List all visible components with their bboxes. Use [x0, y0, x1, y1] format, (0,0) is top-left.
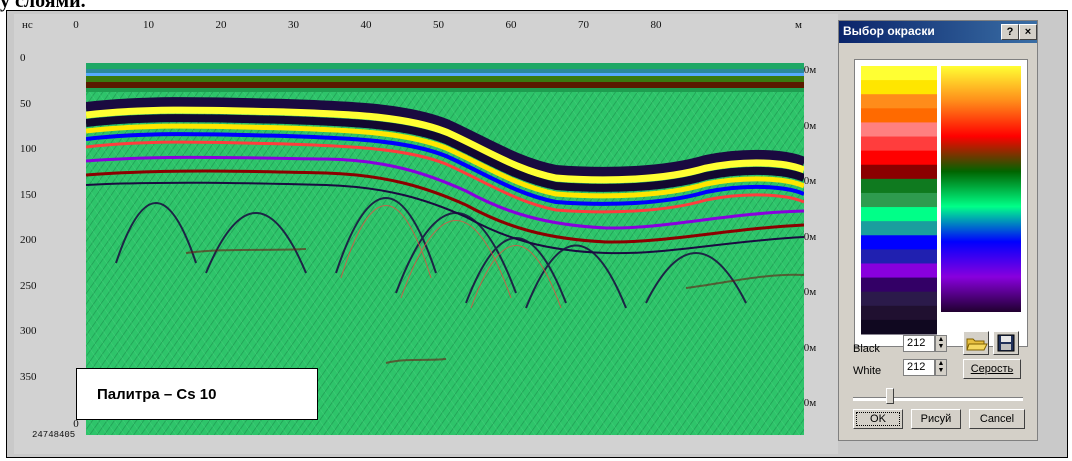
top-tick-label: 60 — [505, 19, 517, 31]
palette-caption: Палитра – Cs 10 — [76, 368, 318, 420]
white-label: White — [853, 365, 882, 377]
top-tick-label: 70 — [578, 19, 589, 31]
top-tick-label: 0 — [73, 19, 79, 31]
dialog-title: Выбор окраски — [843, 24, 935, 38]
folder-open-icon — [966, 338, 988, 351]
palette-swatch[interactable] — [861, 277, 937, 293]
black-spinner[interactable]: ▲ ▼ — [935, 335, 947, 352]
radargram-image — [86, 63, 804, 435]
save-button[interactable] — [993, 331, 1019, 355]
color-dialog: Выбор окраски ? × Black 212 ▲ ▼ White 212… — [838, 20, 1038, 441]
palette-gradient — [941, 66, 1021, 312]
serial-number: 24748405 — [32, 430, 76, 440]
help-button[interactable]: ? — [1001, 24, 1019, 40]
draw-button[interactable]: Рисуй — [911, 409, 961, 429]
open-folder-button[interactable] — [963, 331, 989, 355]
left-tick-label: 0 — [20, 52, 26, 64]
left-tick-label: 200 — [20, 234, 37, 246]
palette-swatch[interactable] — [861, 263, 937, 279]
palette-swatch[interactable] — [861, 164, 937, 180]
radargram-viewer: нс м 0 10 20 30 40 50 60 70 80 0 50 100 150 200 250 30… — [14, 14, 838, 454]
top-tick-label: 30 — [288, 19, 299, 31]
palette-swatch[interactable] — [861, 178, 937, 194]
palette-swatch[interactable] — [861, 94, 937, 109]
left-tick-label: 100 — [20, 143, 37, 155]
close-button[interactable]: × — [1019, 24, 1037, 40]
left-tick-label: 300 — [20, 325, 37, 337]
white-spinner[interactable]: ▲ ▼ — [935, 359, 947, 376]
top-tick-label: 80 — [650, 19, 662, 31]
floppy-disk-icon — [997, 334, 1015, 352]
ok-button[interactable]: OK — [853, 409, 903, 429]
top-tick-label: 40 — [360, 19, 372, 31]
x-unit-label: м — [795, 19, 802, 31]
left-tick-label: 250 — [20, 279, 37, 292]
top-tick-label: 10 — [143, 19, 154, 31]
white-input[interactable]: 212 — [903, 359, 935, 376]
slider-thumb[interactable] — [886, 388, 895, 404]
palette-swatches[interactable] — [855, 60, 1027, 346]
palette-swatch[interactable] — [861, 235, 937, 250]
palette-swatch[interactable] — [861, 249, 937, 264]
top-tick-label: 50 — [433, 19, 444, 31]
palette-swatch[interactable] — [861, 108, 937, 123]
dialog-titlebar[interactable]: Выбор окраски ? × — [839, 21, 1037, 43]
palette-swatch[interactable] — [861, 150, 937, 166]
palette-swatch[interactable] — [861, 291, 937, 307]
y-unit-label: нс — [22, 19, 33, 31]
left-tick-label: 350 — [20, 370, 37, 383]
page-top-text: у слоями. — [0, 0, 86, 12]
palette-swatch[interactable] — [861, 66, 937, 81]
slider-track[interactable] — [853, 397, 1023, 401]
palette-swatch[interactable] — [861, 136, 937, 152]
palette-swatch[interactable] — [861, 80, 937, 95]
black-input[interactable]: 212 — [903, 335, 935, 352]
palette-swatch[interactable] — [861, 319, 937, 335]
grey-button[interactable]: Серость — [963, 359, 1021, 379]
palette-swatch[interactable] — [861, 221, 937, 236]
cancel-button[interactable]: Cancel — [969, 409, 1025, 429]
left-tick-label: 150 — [20, 188, 37, 201]
palette-swatch[interactable] — [861, 192, 937, 208]
black-label: Black — [853, 343, 880, 355]
palette-swatch[interactable] — [861, 207, 937, 222]
bottom-tick-label: 0 — [73, 418, 79, 430]
left-tick-label: 50 — [20, 97, 31, 110]
palette-panel — [854, 59, 1028, 347]
palette-swatch[interactable] — [861, 305, 937, 321]
top-tick-label: 20 — [215, 19, 227, 31]
palette-swatch[interactable] — [861, 122, 937, 138]
